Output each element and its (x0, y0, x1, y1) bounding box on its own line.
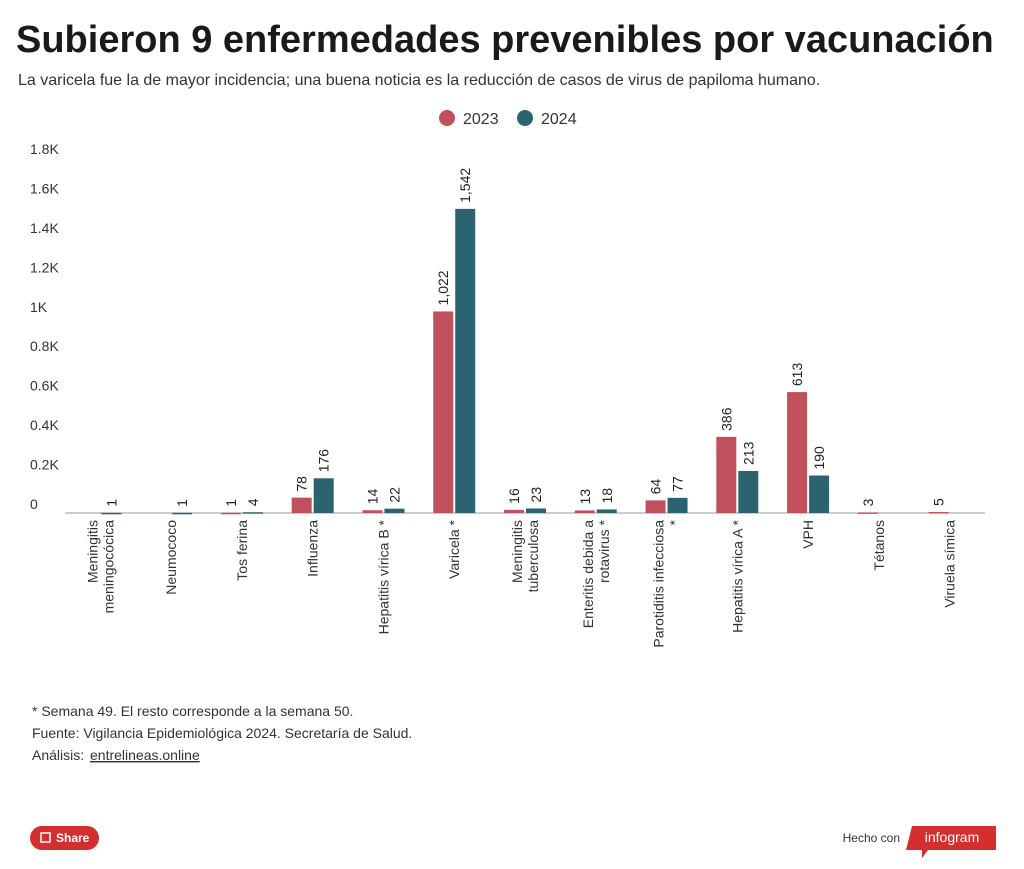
bar (738, 470, 759, 513)
bar (667, 497, 688, 513)
x-tick-label: tuberculosa (525, 520, 541, 593)
bar (574, 510, 595, 513)
footnote: * Semana 49. El resto corresponde a la s… (32, 703, 353, 719)
source: Fuente: Vigilancia Epidemiológica 2024. … (32, 725, 412, 741)
x-tick-label: Hepatitis vírica A * (729, 519, 745, 632)
x-tick-label: meningocócica (100, 520, 116, 614)
legend-label: 2023 (463, 111, 499, 128)
share-icon (40, 832, 51, 843)
value-label: 23 (528, 487, 544, 503)
x-tick-label: Meningitis (509, 520, 525, 583)
x-tick-label: Tétanos (871, 520, 887, 571)
bar (716, 436, 737, 513)
x-tick-label: Hepatitis vírica B * (375, 519, 391, 634)
legend-swatch (517, 110, 533, 126)
value-label: 176 (316, 449, 332, 473)
value-label: 190 (811, 446, 827, 470)
bar (101, 512, 122, 515)
y-tick-label: 0 (30, 496, 38, 512)
value-label: 78 (294, 476, 310, 492)
value-label: 1,542 (457, 168, 473, 203)
y-tick-label: 0.6K (30, 378, 59, 394)
x-tick-label: rotavirus * (596, 519, 612, 583)
x-tick-label: VPH (800, 520, 816, 549)
x-tick-label: Meningitis (84, 520, 100, 583)
value-label: 13 (577, 489, 593, 505)
bar (455, 208, 476, 513)
value-label: 77 (670, 476, 686, 492)
x-tick-label: Neumococo (163, 520, 179, 595)
share-label[interactable]: Share (56, 831, 90, 845)
y-tick-label: 1.8K (30, 141, 59, 157)
value-label: 1 (223, 499, 239, 507)
y-tick-label: 0.2K (30, 457, 59, 473)
x-tick-label: * (667, 519, 683, 525)
legend-swatch (439, 110, 455, 126)
x-tick-label: Varicela * (446, 519, 462, 578)
y-tick-label: 0.4K (30, 417, 59, 433)
x-tick-label: Tos ferina (234, 520, 250, 581)
y-tick-label: 0.8K (30, 338, 59, 354)
value-label: 613 (789, 363, 805, 387)
bar (928, 512, 949, 514)
value-label: 1 (174, 499, 190, 507)
value-label: 1,022 (435, 270, 451, 305)
value-label: 18 (599, 488, 615, 504)
value-label: 14 (364, 488, 380, 504)
chart-subtitle: La varicela fue la de mayor incidencia; … (18, 72, 820, 89)
y-tick-label: 1.6K (30, 180, 59, 196)
y-tick-label: 1.2K (30, 259, 59, 275)
value-label: 5 (931, 498, 947, 506)
value-label: 386 (718, 407, 734, 431)
bar (172, 512, 193, 515)
bar (291, 497, 312, 513)
analysis: Análisis: (32, 747, 84, 763)
value-label: 213 (740, 441, 756, 465)
bar (645, 500, 666, 513)
bar (526, 508, 546, 513)
value-label: 22 (386, 487, 402, 503)
brand[interactable]: infogram (925, 829, 979, 845)
bar (504, 509, 524, 513)
bar (220, 512, 241, 515)
x-tick-label: Parotiditis infecciosa (651, 520, 667, 648)
x-tick-label: Enteritis debida a (580, 520, 596, 628)
bar (362, 510, 383, 513)
bar (384, 508, 405, 513)
bar (433, 311, 454, 513)
value-label: 16 (506, 488, 522, 504)
y-tick-label: 1K (30, 299, 48, 315)
bar (787, 392, 808, 513)
bar (596, 509, 617, 513)
y-tick-label: 1.4K (30, 220, 59, 236)
chart-title: Subieron 9 enfermedades prevenibles por … (16, 19, 994, 61)
value-label: 1 (103, 499, 119, 507)
brand-badge[interactable] (906, 826, 996, 858)
link[interactable]: entrelineas.online (90, 747, 200, 763)
made-with: Hecho con (843, 831, 900, 845)
value-label: 64 (648, 479, 664, 495)
legend-label: 2024 (541, 111, 577, 128)
bar (313, 478, 334, 513)
value-label: 4 (245, 498, 261, 506)
x-tick-label: Viruela símica (942, 520, 958, 608)
value-label: 3 (860, 498, 876, 506)
share-button[interactable] (30, 826, 99, 850)
x-tick-label: Influenza (305, 520, 321, 577)
bar (242, 512, 263, 514)
bar (857, 512, 878, 514)
bar (809, 475, 830, 513)
